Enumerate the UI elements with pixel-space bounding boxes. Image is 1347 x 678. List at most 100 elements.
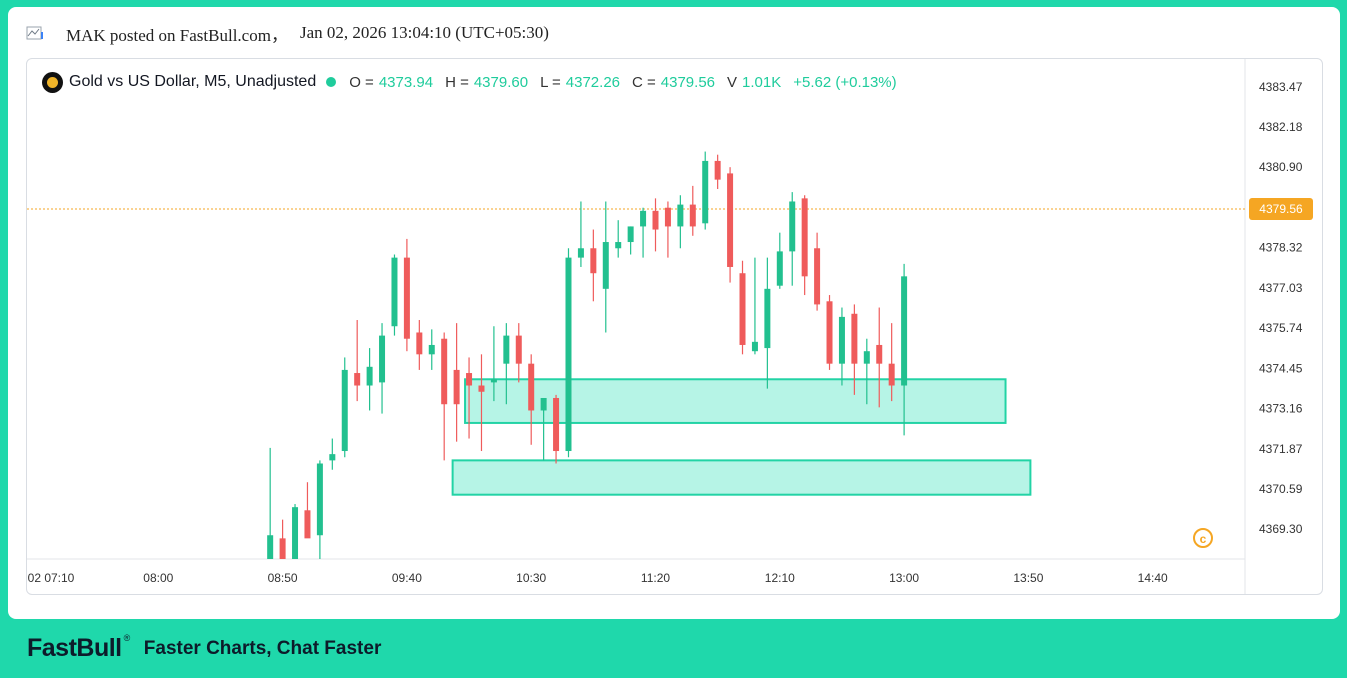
time-tick-label: 09:40 <box>392 571 422 585</box>
fastbull-logo[interactable]: FastBull ® <box>27 633 130 663</box>
candle-body[interactable] <box>814 248 821 305</box>
post-card: MAK posted on FastBull.com， Jan 02, 2026… <box>8 7 1340 619</box>
current-price-label: 4379.56 <box>1259 202 1303 216</box>
candle-body[interactable] <box>577 248 584 258</box>
price-tick-label: 4383.47 <box>1259 80 1303 94</box>
price-tick-label: 4369.30 <box>1259 522 1303 536</box>
candle-body[interactable] <box>540 397 547 411</box>
candle-body[interactable] <box>888 363 895 386</box>
candle-body[interactable] <box>416 332 423 355</box>
candle-body[interactable] <box>627 226 634 243</box>
volume-key: V <box>727 73 738 91</box>
high-key: H = <box>445 73 469 91</box>
candle-body[interactable] <box>403 257 410 339</box>
candle-body[interactable] <box>490 379 497 383</box>
market-status-icon <box>326 77 337 87</box>
candle-body[interactable] <box>515 335 522 364</box>
candle-body[interactable] <box>901 276 908 386</box>
footer-bar: FastBull ® Faster Charts, Chat Faster <box>0 619 1347 678</box>
candle-body[interactable] <box>379 335 386 383</box>
brand-name: FastBull <box>27 634 122 662</box>
time-tick-label: 02 07:10 <box>28 571 75 585</box>
candle-body[interactable] <box>528 363 535 411</box>
candle-body[interactable] <box>354 373 361 386</box>
candle-body[interactable] <box>428 344 435 355</box>
candle-body[interactable] <box>316 463 323 536</box>
close-value: 4379.56 <box>660 73 716 91</box>
candle-body[interactable] <box>776 251 783 286</box>
time-tick-label: 10:30 <box>516 571 546 585</box>
candle-body[interactable] <box>751 341 758 352</box>
chart-legend: Gold vs US Dollar, M5, Unadjusted O = 43… <box>42 71 909 93</box>
candle-body[interactable] <box>702 160 709 224</box>
candle-body[interactable] <box>764 288 771 349</box>
price-tick-label: 4377.03 <box>1259 281 1303 295</box>
copyright-icon <box>1193 528 1213 548</box>
candle-body[interactable] <box>466 373 473 386</box>
candle-body[interactable] <box>267 535 274 559</box>
candlestick-chart[interactable]: 4383.47 4382.18 4380.90 4378.32 4377.03 4375.… <box>27 59 1322 594</box>
candle-body[interactable] <box>789 201 796 252</box>
low-key: L = <box>540 73 561 91</box>
price-tick-label: 4374.45 <box>1259 361 1303 375</box>
candle-body[interactable] <box>366 366 373 386</box>
price-tick-label: 4373.16 <box>1259 402 1303 416</box>
tagline: Faster Charts, Chat Faster <box>143 637 382 659</box>
price-tick-label: 4370.59 <box>1259 482 1303 496</box>
candle-body[interactable] <box>391 257 398 327</box>
time-tick-label: 13:00 <box>889 571 919 585</box>
candle-body[interactable] <box>689 204 696 227</box>
open-key: O = <box>349 73 374 91</box>
candle-body[interactable] <box>838 316 845 364</box>
volume-value: 1.01K <box>742 73 782 91</box>
candle-body[interactable] <box>341 369 348 452</box>
candle-body[interactable] <box>553 397 560 452</box>
time-tick-label: 14:40 <box>1138 571 1168 585</box>
candle-body[interactable] <box>714 160 721 180</box>
post-timestamp: Jan 02, 2026 13:04:10 (UTC+05:30) <box>299 23 549 42</box>
time-tick-label: 12:10 <box>765 571 795 585</box>
candle-body[interactable] <box>851 313 858 364</box>
demand-zone-box[interactable] <box>451 459 1032 496</box>
candle-body[interactable] <box>876 344 883 364</box>
candle-body[interactable] <box>279 538 286 559</box>
author-avatar-icon[interactable] <box>26 24 44 42</box>
candle-body[interactable] <box>329 454 336 461</box>
candle-body[interactable] <box>801 198 808 277</box>
current-price-badge <box>1249 197 1313 220</box>
price-tick-label: 4371.87 <box>1259 442 1303 456</box>
candle-body[interactable] <box>292 507 299 559</box>
candle-body[interactable] <box>590 248 597 274</box>
candle-body[interactable] <box>565 257 572 452</box>
candle-body[interactable] <box>826 301 833 364</box>
price-change: +5.62 (+0.13%) <box>793 73 897 91</box>
candle-body[interactable] <box>727 173 734 267</box>
candle-body[interactable] <box>615 242 622 249</box>
candle-body[interactable] <box>503 335 510 364</box>
author-line[interactable]: MAK posted on FastBull.com， <box>66 25 288 45</box>
candle-body[interactable] <box>664 207 671 227</box>
candle-body[interactable] <box>640 210 647 227</box>
candle-body[interactable] <box>478 385 485 392</box>
candle-body[interactable] <box>304 510 311 539</box>
symbol-title: Gold vs US Dollar, M5, Unadjusted <box>69 73 317 90</box>
gold-coin-icon <box>42 71 63 93</box>
price-tick-label: 4382.18 <box>1259 120 1303 134</box>
price-tick-label: 4375.74 <box>1259 321 1303 335</box>
candle-body[interactable] <box>441 338 448 405</box>
high-value: 4379.60 <box>473 73 529 91</box>
chart-panel[interactable]: 4383.47 4382.18 4380.90 4378.32 4377.03 4375.… <box>26 58 1323 595</box>
time-tick-label: 08:00 <box>143 571 173 585</box>
candle-body[interactable] <box>652 210 659 230</box>
candle-body[interactable] <box>863 351 870 364</box>
close-key: C = <box>632 73 656 91</box>
low-value: 4372.26 <box>565 73 621 91</box>
post-header: MAK posted on FastBull.com， Jan 02, 2026… <box>26 21 549 45</box>
candle-body[interactable] <box>677 204 684 227</box>
open-value: 4373.94 <box>378 73 434 91</box>
candle-body[interactable] <box>453 369 460 405</box>
copyright-icon-glyph: c <box>1200 532 1207 546</box>
candle-body[interactable] <box>602 242 609 289</box>
time-tick-label: 08:50 <box>268 571 298 585</box>
candle-body[interactable] <box>739 273 746 345</box>
